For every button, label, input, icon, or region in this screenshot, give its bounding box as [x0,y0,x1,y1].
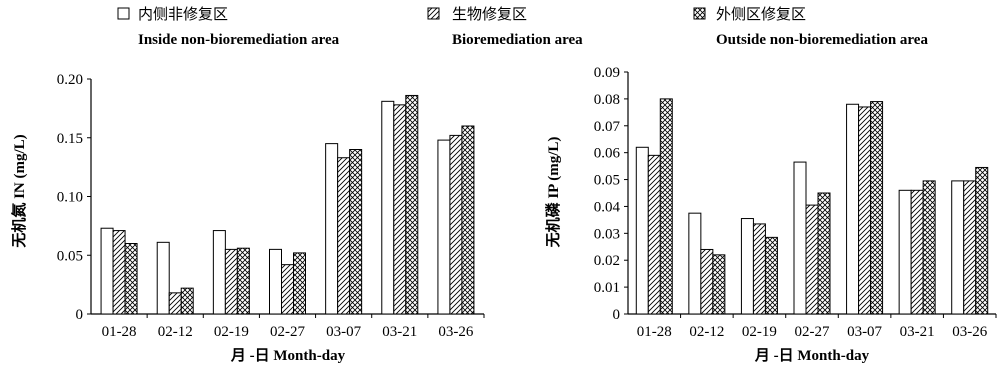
bar-white [951,180,965,315]
legend-swatch-white [117,7,130,20]
y-tick-label: 0.06 [594,146,621,162]
bar-white [325,143,339,315]
bar-diagonal [700,248,714,315]
x-tick-label: 03-07 [847,324,882,340]
y-tick-label: 0.01 [594,280,620,296]
bar-crosshatch [180,287,194,315]
x-tick-label: 02-27 [795,324,830,340]
bar-white [381,100,395,315]
bar-white [269,248,282,315]
y-tick-label: 0.05 [594,173,620,189]
bar-diagonal [281,264,294,315]
bar-diagonal [224,248,238,315]
bar-diagonal [337,157,351,315]
bar-diagonal [805,204,819,315]
x-tick-label: 02-12 [689,324,724,340]
x-tick-label: 01-28 [637,324,672,340]
y-tick-label: 0.10 [57,190,83,206]
bar-crosshatch [293,252,306,315]
bar-diagonal [647,154,661,315]
bar-white [100,227,114,315]
legend-label-zh: 内侧非修复区 [138,5,228,23]
legend-label-en: Outside non-bioremediation area [716,32,928,48]
legend-label-en: Bioremediation area [452,32,583,48]
y-tick-label: 0 [613,307,621,323]
bar-white [898,189,912,315]
legend-label-zh: 生物修复区 [452,5,527,23]
bar-white [156,241,170,315]
x-axis-label: 月 -日 Month-day [754,347,870,364]
x-tick-label: 03-26 [952,324,987,340]
y-tick-label: 0.02 [594,253,620,269]
y-tick-label: 0.20 [57,72,83,88]
y-axis-label: 无机氮 IN (mg/L) [10,134,28,248]
y-tick-label: 0 [76,307,84,323]
chart-inorganic-phosphorus: 0 0.01 0.02 0.03 0.04 0.05 0.06 0.07 0.08 0.09 01… [544,65,997,364]
x-tick-label: 03-07 [326,324,361,340]
y-tick-labels: 0 0.05 0.10 0.15 0.20 [57,72,83,323]
y-tick-label: 0.08 [594,92,620,108]
bar-crosshatch [659,98,673,315]
x-axis-label: 月 -日 Month-day [230,347,346,364]
bar-diagonal [393,104,407,315]
legend: 内侧非修复区 Inside non-bioremediation area 生物… [117,5,928,48]
y-tick-label: 0.05 [57,248,83,264]
x-tick-labels: 01-28 02-12 02-19 02-27 03-07 03-21 03-26 [637,324,988,340]
x-tick-label: 01-28 [102,324,137,340]
bars [100,94,475,315]
y-tick-label: 0.07 [594,119,621,135]
bar-white [793,161,807,315]
y-tick-labels: 0 0.01 0.02 0.03 0.04 0.05 0.06 0.07 0.08 0.09 [594,65,621,323]
y-axis-label: 无机磷 IP (mg/L) [544,137,562,249]
bar-crosshatch [975,166,989,315]
x-tick-labels: 01-28 02-12 02-19 02-27 03-07 03-21 03-26 [102,324,474,340]
chart-inorganic-nitrogen: 0 0.05 0.10 0.15 0.20 01-28 02-12 02-19 02-27 03… [10,72,485,364]
bar-white [846,103,860,315]
legend-item-inside: 内侧非修复区 Inside non-bioremediation area [117,5,340,48]
y-tick-label: 0.04 [594,199,621,215]
legend-label-zh: 外侧区修复区 [716,5,806,23]
x-tick-label: 02-19 [742,324,777,340]
bar-crosshatch [349,149,363,315]
y-tick-label: 0.09 [594,65,620,81]
legend-swatch-crosshatch [693,7,706,20]
x-tick-label: 03-21 [382,324,417,340]
bar-crosshatch [922,180,936,315]
legend-item-bioremediation: 生物修复区 Bioremediation area [427,5,583,48]
bar-crosshatch [764,236,778,315]
x-tick-label: 02-27 [270,324,305,340]
bar-crosshatch [461,125,475,315]
legend-item-outside: 外侧区修复区 Outside non-bioremediation area [693,5,928,48]
x-tick-label: 02-19 [214,324,249,340]
bar-crosshatch [236,247,250,315]
x-tick-label: 02-12 [158,324,193,340]
bar-diagonal [910,189,924,315]
bar-diagonal [449,134,463,315]
bar-white [635,146,649,315]
y-tick-label: 0.15 [57,131,83,147]
axes [87,78,485,318]
bar-white [740,218,754,315]
bar-white [688,212,702,315]
bars [635,98,989,315]
bar-diagonal [112,230,126,315]
bar-diagonal [963,180,977,315]
x-tick-label: 03-26 [438,324,473,340]
y-tick-label: 0.03 [594,226,620,242]
bar-crosshatch [817,192,831,315]
bar-white [212,230,226,315]
bar-crosshatch [124,243,138,315]
bar-diagonal [752,223,766,315]
bar-crosshatch [712,254,726,315]
bar-crosshatch [405,94,419,315]
bar-diagonal [168,292,182,315]
bar-white [437,139,451,315]
bar-diagonal [858,106,872,315]
legend-swatch-diagonal [427,7,440,20]
legend-label-en: Inside non-bioremediation area [138,32,340,48]
bar-crosshatch [870,101,884,315]
x-tick-label: 03-21 [900,324,935,340]
